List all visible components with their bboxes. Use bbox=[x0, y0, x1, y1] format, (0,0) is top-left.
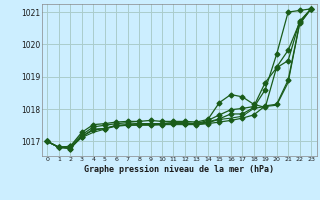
X-axis label: Graphe pression niveau de la mer (hPa): Graphe pression niveau de la mer (hPa) bbox=[84, 165, 274, 174]
